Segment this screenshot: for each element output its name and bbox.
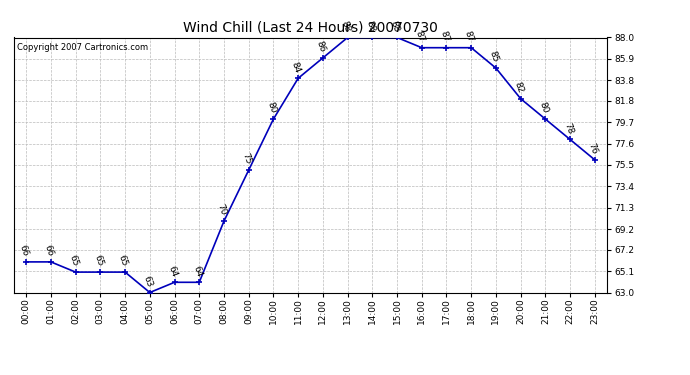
Text: 88: 88 — [339, 20, 352, 33]
Text: 78: 78 — [562, 122, 574, 135]
Text: 80: 80 — [265, 101, 277, 115]
Text: 82: 82 — [513, 81, 525, 94]
Text: 65: 65 — [68, 254, 80, 268]
Text: 87: 87 — [438, 30, 451, 44]
Text: 87: 87 — [463, 30, 475, 44]
Text: 65: 65 — [117, 254, 129, 268]
Text: 66: 66 — [43, 244, 55, 258]
Text: 84: 84 — [290, 60, 302, 74]
Text: 63: 63 — [141, 274, 154, 288]
Text: 85: 85 — [488, 50, 500, 64]
Text: Copyright 2007 Cartronics.com: Copyright 2007 Cartronics.com — [17, 43, 148, 52]
Text: 87: 87 — [413, 30, 426, 44]
Title: Wind Chill (Last 24 Hours) 20070730: Wind Chill (Last 24 Hours) 20070730 — [183, 21, 438, 35]
Text: 66: 66 — [18, 244, 30, 258]
Text: 80: 80 — [537, 101, 549, 115]
Text: 75: 75 — [240, 152, 253, 166]
Text: 76: 76 — [586, 142, 599, 156]
Text: 70: 70 — [216, 203, 228, 217]
Text: 65: 65 — [92, 254, 104, 268]
Text: 86: 86 — [315, 40, 327, 54]
Text: 88: 88 — [388, 20, 401, 33]
Text: 64: 64 — [166, 264, 179, 278]
Text: 64: 64 — [191, 264, 204, 278]
Text: 88: 88 — [364, 20, 377, 33]
